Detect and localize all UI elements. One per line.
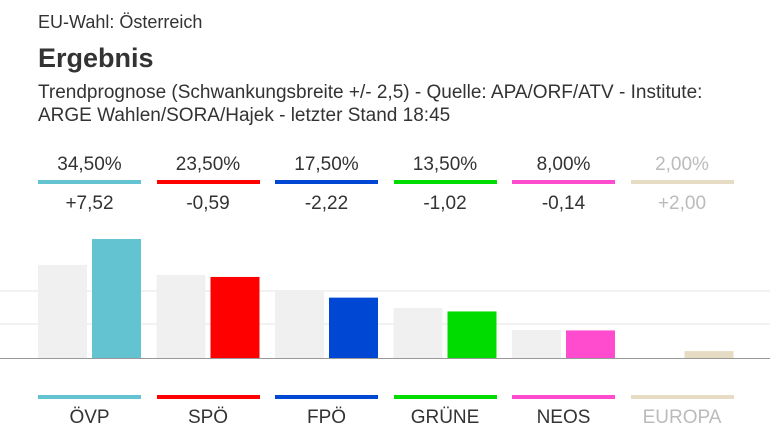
party-color-line (156, 395, 260, 399)
party-color-line (512, 395, 615, 399)
bar-previous (38, 264, 87, 358)
bar-previous (156, 274, 206, 358)
change-label: -0,14 (541, 193, 586, 214)
value-header-1: 23,50% -0,59 (156, 150, 260, 224)
change-label: +2,00 (657, 193, 707, 214)
party-footer-3: GRÜNE (393, 395, 497, 437)
value-header-4: 8,00% -0,14 (512, 150, 615, 224)
party-footer-4: NEOS (512, 395, 615, 437)
party-color-line (38, 180, 141, 184)
party-color-line (512, 180, 615, 184)
party-color-line (38, 395, 141, 399)
value-header-3: 13,50% -1,02 (393, 150, 497, 224)
value-label: 2,00% (655, 154, 709, 175)
party-color-line (393, 395, 497, 399)
bar-current (92, 239, 141, 358)
party-color-line (275, 395, 378, 399)
change-label: -1,02 (423, 193, 467, 214)
bar-current (684, 351, 734, 358)
value-header-2: 17,50% -2,22 (275, 150, 378, 224)
subtitle: Trendprognose (Schwankungsbreite +/- 2,5… (38, 82, 703, 126)
party-footer-0: ÖVP (38, 395, 141, 437)
party-color-line (630, 395, 734, 399)
page-title: Ergebnis (38, 43, 154, 73)
value-header-0: 34,50% +7,52 (38, 150, 141, 224)
party-label: NEOS (536, 407, 591, 428)
value-label: 8,00% (536, 154, 591, 175)
party-label: SPÖ (187, 407, 229, 428)
change-label: -0,59 (186, 193, 230, 214)
bar-current (566, 330, 615, 358)
bar-current (447, 311, 497, 358)
change-label: -2,22 (304, 193, 349, 214)
party-footer-2: FPÖ (275, 395, 378, 437)
party-label: ÖVP (69, 407, 110, 428)
party-color-line (156, 180, 260, 184)
party-label: GRÜNE (410, 407, 480, 428)
party-color-line (275, 180, 378, 184)
party-label: EUROPA (642, 407, 722, 428)
kicker: EU-Wahl: Österreich (38, 12, 203, 32)
change-label: +7,52 (65, 193, 114, 214)
value-label: 34,50% (57, 154, 122, 175)
value-header-5: 2,00% +2,00 (630, 150, 734, 224)
party-footer-1: SPÖ (156, 395, 260, 437)
bar-chart (0, 239, 770, 359)
value-label: 23,50% (175, 154, 241, 175)
party-footer-5: EUROPA (630, 395, 734, 437)
bar-current (329, 297, 378, 358)
bar-previous (512, 330, 561, 358)
value-label: 13,50% (412, 154, 478, 175)
party-color-line (630, 180, 734, 184)
party-label: FPÖ (306, 407, 347, 428)
bar-previous (393, 307, 443, 358)
party-color-line (393, 180, 497, 184)
bar-current (210, 276, 260, 358)
bar-previous (275, 290, 324, 358)
value-label: 17,50% (294, 154, 359, 175)
